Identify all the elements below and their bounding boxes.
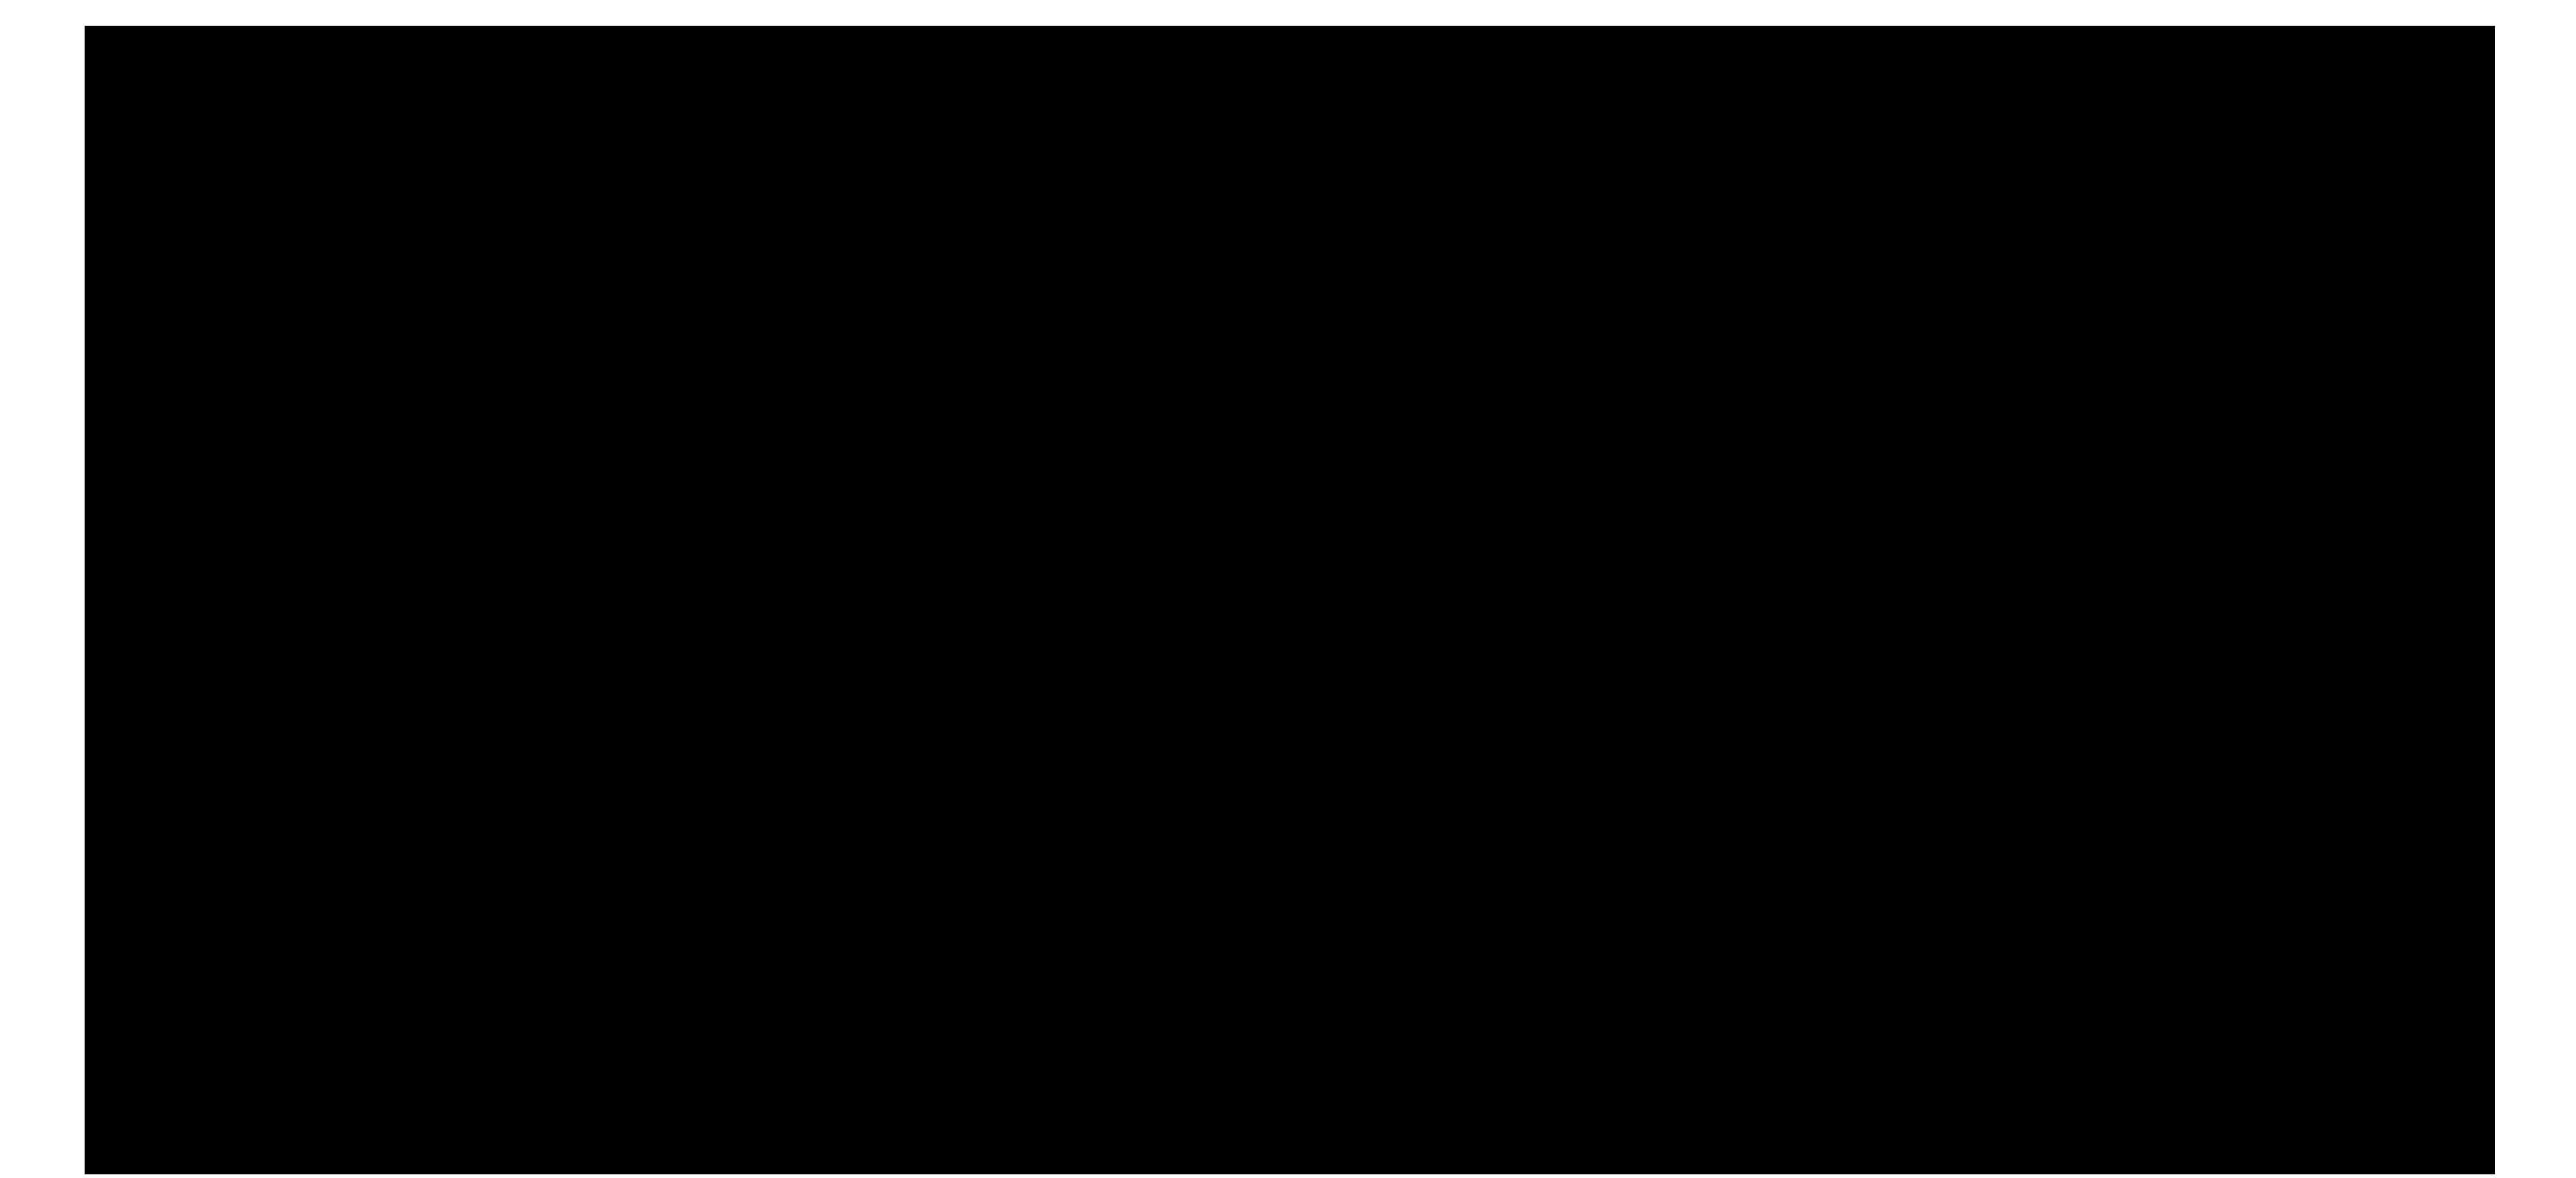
- word-cloud: [85, 26, 2495, 1174]
